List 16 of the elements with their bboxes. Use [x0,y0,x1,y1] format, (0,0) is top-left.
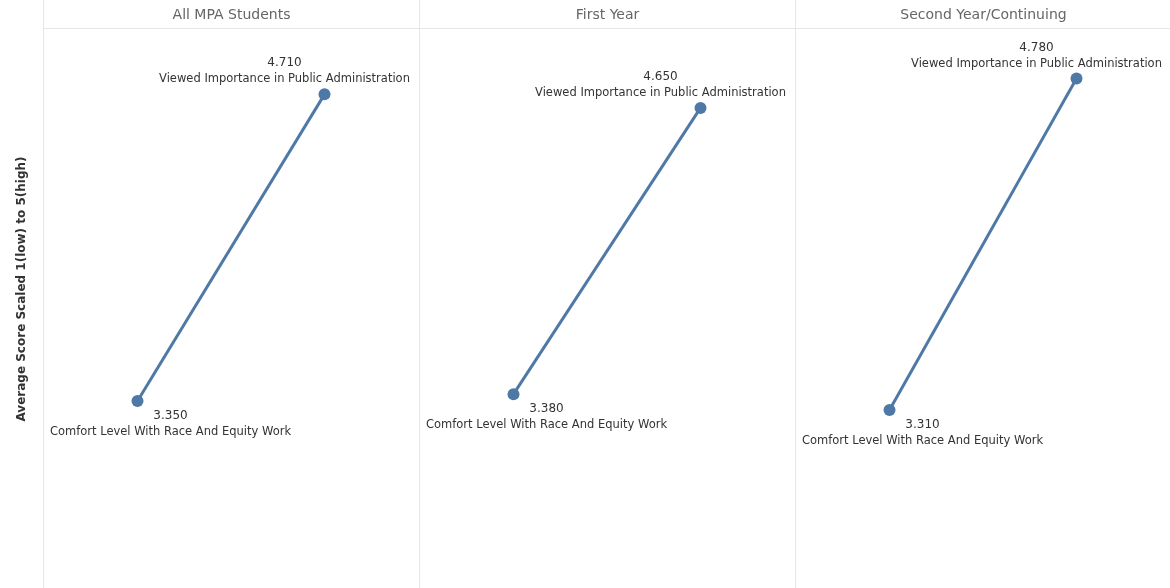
annotation: Viewed Importance in Public Administration [535,84,786,99]
data-label: 3.380 [529,401,564,416]
data-label: 4.650 [643,68,678,83]
annotation: Comfort Level With Race And Equity Work [801,432,1044,447]
annotation: Viewed Importance in Public Administration [911,55,1162,70]
annotation: Viewed Importance in Public Administration [159,71,410,86]
annotation: Comfort Level With Race And Equity Work [49,423,292,438]
chart-title: First Year [420,0,795,29]
y-axis-title: Average Score Scaled 1(low) to 5(high) [14,155,28,422]
annotation: Comfort Level With Race And Equity Work [425,417,668,432]
data-label: 3.310 [905,416,940,431]
chart-title: Second Year/Continuing [796,0,1170,29]
chart-title: All MPA Students [44,0,419,29]
data-label: 4.710 [267,55,302,70]
data-label: 4.780 [1019,39,1054,54]
data-label: 3.350 [153,407,188,422]
